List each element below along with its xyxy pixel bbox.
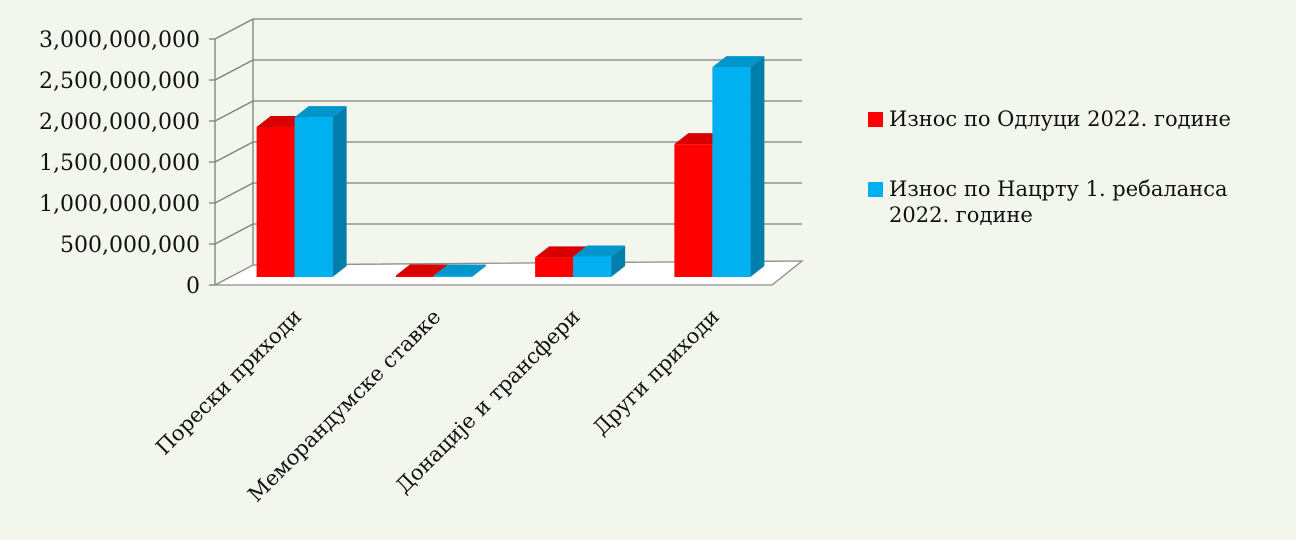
bar [712,67,751,277]
gridline-side [214,100,254,122]
bar [294,117,333,277]
y-tick-label: 1,000,000,000 [39,192,200,217]
legend-swatch-series-2 [868,182,883,197]
x-tick-label: Порески приходи [151,305,306,460]
gridline-side [214,223,254,245]
legend-item-series-2: Износ по Нацрту 1. ребаланса 2022. годин… [868,176,1288,228]
y-tick-label: 3,000,000,000 [39,28,200,53]
bar-side [332,106,347,277]
legend-item-series-1: Износ по Одлуци 2022. године [868,106,1288,132]
gridline-side [214,18,254,40]
bar-top [395,264,448,276]
gridline-side [214,182,254,204]
y-tick-label: 1,500,000,000 [39,151,200,176]
bar-top [433,264,486,276]
bar [256,126,295,277]
gridline-side [214,59,254,81]
bar-top [294,106,347,118]
y-tick-label: 2,500,000,000 [39,69,200,94]
y-tick-label: 500,000,000 [60,233,200,258]
legend-swatch-series-1 [868,112,883,127]
bar [573,256,612,277]
bar-top [712,56,765,68]
legend: Износ по Одлуци 2022. године Износ по На… [868,106,1288,272]
bar [535,257,574,277]
bar-chart: 0 500,000,000 1,000,000,000 1,500,000,000 2,… [39,18,804,507]
x-tick-label: Други приходи [589,305,724,440]
bar-top [573,245,626,257]
bar-top [535,246,588,258]
bar-side [471,264,486,277]
bar [433,275,472,277]
bar [674,144,713,277]
gridline-side [214,141,254,163]
legend-label-series-2: Износ по Нацрту 1. ребаланса 2022. годин… [889,177,1228,227]
bar-side [750,56,765,277]
bar [395,275,434,277]
legend-label-series-1: Износ по Одлуци 2022. године [889,107,1231,131]
y-tick-label: 0 [186,274,200,299]
y-tick-label: 2,000,000,000 [39,110,200,135]
chart-floor [214,260,804,286]
bar-side [611,245,626,277]
